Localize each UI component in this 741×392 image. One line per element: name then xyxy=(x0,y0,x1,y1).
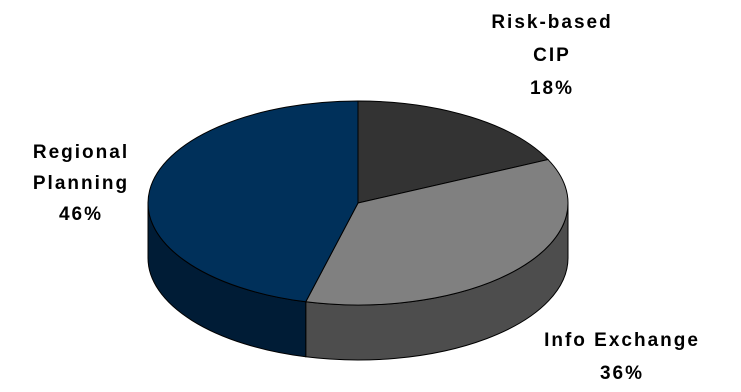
slice-value-label-1: 36% xyxy=(600,363,644,384)
pie-slice-2 xyxy=(147,100,359,303)
slice-name-label-2: Regional xyxy=(33,142,129,163)
slice-value-label-2: 46% xyxy=(59,204,103,225)
slice-name-label-0: Risk-based xyxy=(491,12,612,33)
pie-labels: Risk-based CIP 18% Info Exchange 36% Regional… xyxy=(33,12,700,384)
pie-slice-1 xyxy=(304,159,569,306)
slice-name-label-0: CIP xyxy=(533,45,571,66)
slice-name-label-1: Info Exchange xyxy=(544,330,700,351)
pie-tops xyxy=(147,100,569,306)
pie-slice-0 xyxy=(357,100,549,204)
slice-value-label-0: 18% xyxy=(530,78,574,99)
slice-name-label-2: Planning xyxy=(33,173,129,194)
